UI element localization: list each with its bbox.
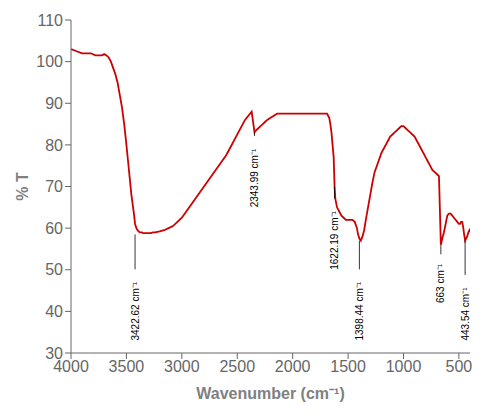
svg-text:90: 90 (45, 95, 63, 112)
svg-text:1500: 1500 (330, 358, 366, 375)
svg-text:40: 40 (45, 303, 63, 320)
svg-text:3500: 3500 (109, 358, 145, 375)
svg-text:80: 80 (45, 137, 63, 154)
svg-text:4000: 4000 (53, 358, 89, 376)
svg-text:2500: 2500 (219, 358, 255, 375)
svg-text:3422.62 cm⁻¹: 3422.62 cm⁻¹ (130, 281, 141, 340)
svg-text:110: 110 (37, 12, 63, 29)
svg-text:1622.19 cm⁻¹: 1622.19 cm⁻¹ (329, 210, 340, 269)
svg-text:50: 50 (45, 261, 63, 278)
svg-text:663 cm⁻¹: 663 cm⁻¹ (435, 263, 446, 303)
svg-text:% T: % T (14, 172, 31, 201)
svg-text:Wavenumber (cm⁻¹): Wavenumber (cm⁻¹) (196, 385, 344, 402)
svg-text:443.54 cm⁻¹: 443.54 cm⁻¹ (460, 287, 471, 341)
svg-text:60: 60 (45, 220, 63, 237)
svg-text:1398.44 cm⁻¹: 1398.44 cm⁻¹ (354, 281, 365, 340)
svg-text:70: 70 (45, 178, 63, 195)
svg-text:30: 30 (45, 345, 63, 362)
svg-text:2000: 2000 (275, 358, 311, 375)
svg-text:500: 500 (446, 358, 473, 375)
svg-text:3000: 3000 (164, 358, 200, 375)
svg-text:2343.99 cm⁻¹: 2343.99 cm⁻¹ (249, 148, 260, 207)
svg-text:1000: 1000 (386, 358, 422, 375)
svg-text:100: 100 (36, 53, 63, 70)
